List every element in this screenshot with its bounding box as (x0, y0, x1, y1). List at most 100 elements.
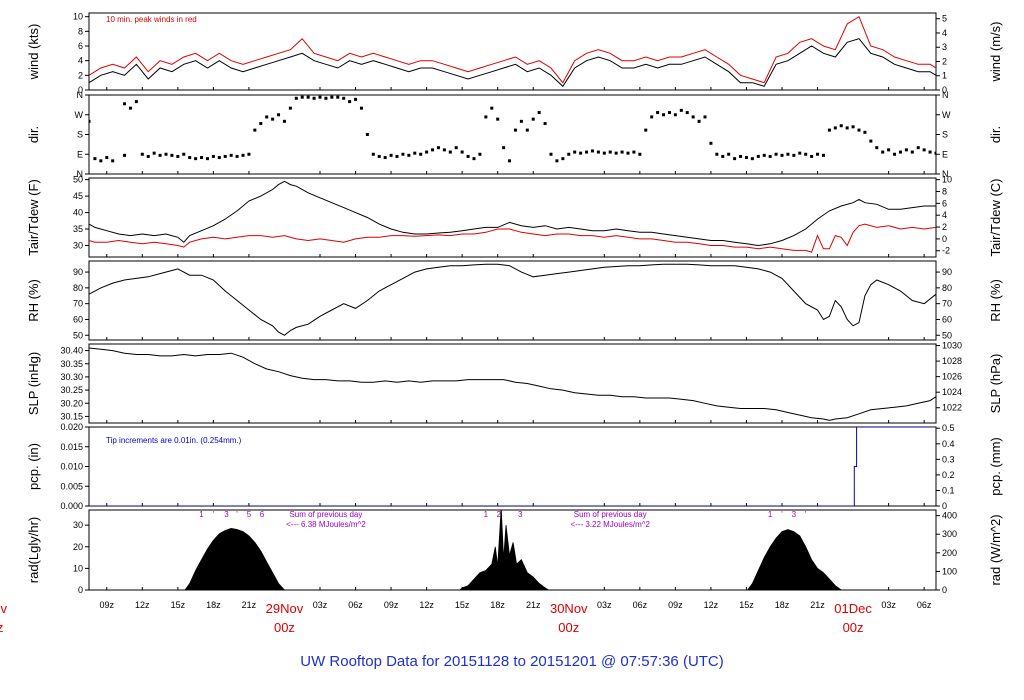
dir-point (656, 111, 660, 115)
dir-right-tick-label: W (942, 110, 951, 120)
rad-annotation-line: Sum of previous day (574, 510, 647, 519)
dir-point (525, 128, 529, 132)
dir-point (863, 130, 867, 134)
dir-point (89, 119, 91, 123)
wind-right-tick-label: 0 (942, 85, 947, 95)
rad-hour-mark: ' (781, 510, 783, 519)
rad-hour-mark: 3 (224, 510, 229, 519)
wind-frame (88, 12, 937, 91)
pcp-left-tick-label: 0.000 (60, 501, 83, 511)
wind-line-1 (89, 15, 936, 84)
rad-ylabel-right: rad (W/m^2) (988, 514, 1003, 585)
figure-title: UW Rooftop Data for 20151128 to 20151201… (300, 653, 724, 670)
slp-left-tick-label: 30.30 (60, 372, 83, 382)
panel-pcp: 0.000 0.005 0.010 0.015 0.020 0 0.1 0.2 0.3 0.4 0.… (26, 422, 1003, 511)
wind-right-tick-label: 5 (942, 14, 947, 24)
dir-point (662, 113, 666, 117)
dir-right-tick-label: N (942, 90, 949, 100)
temp-right-tick-label: 2 (942, 222, 947, 232)
dir-point (833, 126, 837, 130)
dir-point (614, 151, 618, 155)
temp-left-tick-label: 30 (73, 240, 83, 250)
temp-right-tick-label: 0 (942, 234, 947, 244)
rad-hour-mark: ' (236, 510, 238, 519)
dir-point (709, 141, 713, 145)
dir-point (170, 153, 174, 157)
hour-tick-label: 06z (917, 600, 932, 610)
dir-point (590, 149, 594, 153)
dir-point (857, 128, 861, 132)
slp-left-tick-label: 30.20 (60, 398, 83, 408)
pcp-right-tick-label: 0.4 (942, 439, 955, 449)
pcp-left-tick-label: 0.010 (60, 462, 83, 472)
dir-point (567, 152, 571, 156)
dir-point (99, 159, 103, 163)
hour-tick-label: 18z (490, 600, 505, 610)
dir-point (413, 151, 417, 155)
dir-point (821, 153, 825, 157)
rad-hour-mark: 3 (518, 510, 523, 519)
dir-point (419, 152, 423, 156)
dir-point (359, 106, 363, 110)
temp-right-tick-label: 6 (942, 198, 947, 208)
rh-right-tick-label: 80 (942, 283, 952, 293)
dir-ylabel-right: dir. (988, 126, 1003, 143)
dir-point (247, 152, 251, 156)
dir-point (496, 117, 500, 121)
slp-ylabel-right: SLP (hPa) (988, 354, 1003, 414)
temp-right-tick-label: 8 (942, 186, 947, 196)
day-tick-label: 29Nov (266, 601, 304, 616)
dir-point (194, 157, 198, 161)
dir-point (679, 108, 683, 112)
wind-left-tick-label: 4 (78, 56, 83, 66)
hour-tick-label: 03z (313, 600, 328, 610)
panel-rh: 50 60 70 80 90 50 60 70 80 90 RH (%) RH (%) (26, 260, 1003, 341)
dir-left-tick-label: N (77, 169, 84, 179)
dir-point (389, 153, 393, 157)
dir-point (294, 96, 298, 100)
slp-frame (88, 343, 937, 424)
temp-right-tick-label: 4 (942, 210, 947, 220)
rad-right-tick-label: 0 (942, 585, 947, 595)
dir-point (336, 95, 340, 99)
hour-tick-label: 06z (348, 600, 363, 610)
dir-ylabel: dir. (26, 126, 41, 143)
rad-right-tick-label: 200 (942, 548, 957, 558)
dir-point (330, 95, 334, 99)
dir-point (786, 152, 790, 156)
rad-hour-mark: ' (805, 510, 807, 519)
dir-point (798, 151, 802, 155)
dir-series-0 (89, 95, 936, 163)
dir-point (916, 146, 920, 150)
dir-right-tick-label: S (942, 130, 948, 140)
dir-point (650, 115, 654, 119)
dir-right-tick-label: N (942, 169, 949, 179)
temp-left-tick-label: 35 (73, 224, 83, 234)
pcp-left-tick-label: 0.005 (60, 481, 83, 491)
dir-point (804, 152, 808, 156)
dir-point (140, 152, 144, 156)
rad-hour-mark: 3 (792, 510, 797, 519)
hour-tick-label: 18z (206, 600, 221, 610)
dir-point (436, 146, 440, 150)
day-tick-sublabel: 00z (558, 620, 579, 635)
dir-point (111, 159, 115, 163)
dir-point (537, 111, 541, 115)
hour-tick-label: 09z (100, 600, 115, 610)
wind-right-tick-label: 3 (942, 42, 947, 52)
pcp-left-tick-label: 0.015 (60, 442, 83, 452)
dir-point (288, 106, 292, 110)
dir-point (383, 156, 387, 160)
dir-point (128, 106, 132, 110)
dir-point (887, 148, 891, 152)
dir-point (875, 146, 879, 150)
wind-left-tick-label: 10 (73, 12, 83, 22)
pcp-right-tick-label: 0 (942, 501, 947, 511)
dir-point (733, 157, 737, 161)
rad-hour-mark: 6 (260, 510, 265, 519)
dir-point (377, 154, 381, 158)
dir-point (312, 96, 316, 100)
dir-point (348, 100, 352, 104)
temp-left-tick-label: 45 (73, 191, 83, 201)
